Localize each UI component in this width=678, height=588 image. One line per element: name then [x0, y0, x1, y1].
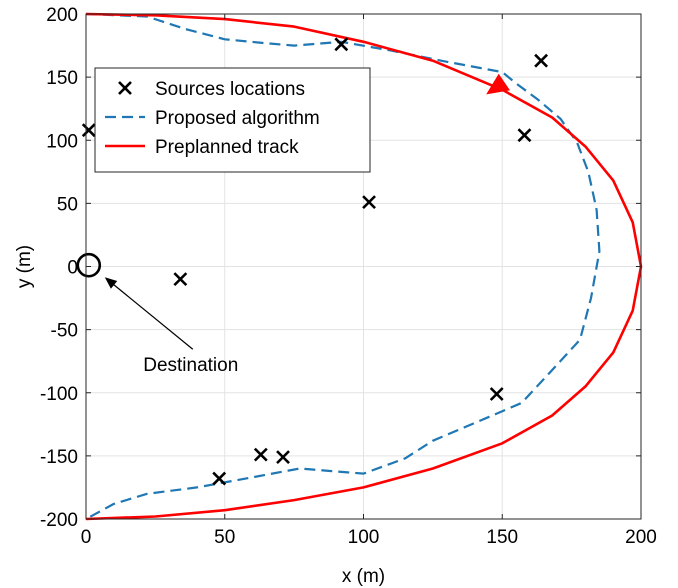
direction-arrow	[486, 73, 510, 95]
y-tick-label: -200	[40, 510, 78, 531]
source-marker	[362, 195, 376, 210]
destination-pointer-line	[110, 281, 194, 350]
y-tick-label: -50	[51, 321, 78, 342]
source-marker	[489, 387, 504, 401]
legend-entry-label: Preplanned track	[155, 137, 299, 158]
source-marker	[173, 272, 188, 287]
destination-label: Destination	[143, 355, 238, 376]
source-marker	[276, 450, 290, 465]
source-marker	[334, 37, 349, 52]
x-tick-label: 50	[214, 527, 235, 548]
y-tick-label: 100	[46, 131, 78, 152]
proposed-algorithm-line	[85, 12, 601, 520]
y-tick-label: -100	[40, 384, 78, 405]
legend-box	[94, 67, 371, 173]
destination-circle	[76, 252, 102, 278]
y-tick-label: 200	[46, 5, 78, 26]
legend-entry-label: Sources locations	[155, 79, 305, 100]
source-marker	[212, 471, 227, 486]
y-axis-label: y (m)	[14, 245, 35, 288]
destination-arrowhead	[104, 277, 118, 289]
y-tick-label: 0	[67, 258, 78, 279]
annotation-layer: Destination	[76, 73, 510, 376]
x-axis-label: x (m)	[342, 566, 385, 587]
legend: Sources locations Proposed algorithm Prepl…	[94, 67, 371, 173]
legend-entry-label: Proposed algorithm	[155, 108, 320, 129]
source-marker	[534, 53, 549, 68]
x-tick-label: 200	[625, 527, 657, 548]
y-tick-label: 50	[57, 194, 78, 215]
legend-marker-x	[118, 81, 132, 95]
x-tick-label: 100	[348, 527, 380, 548]
x-tick-label: 150	[486, 527, 518, 548]
source-marker	[517, 128, 532, 143]
x-tick-label: 0	[81, 527, 92, 548]
axes: 0 50 100 150 200 200 150 100 50 0 -50 -100 -150 -200 x…	[14, 5, 657, 587]
source-marker	[81, 123, 96, 138]
source-marker	[253, 447, 268, 462]
y-tick-label: 150	[46, 68, 78, 89]
y-tick-label: -150	[40, 447, 78, 468]
